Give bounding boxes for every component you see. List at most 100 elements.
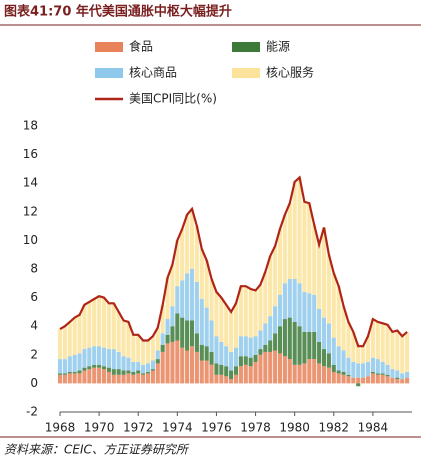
bar-segment	[101, 297, 107, 348]
bar-segment	[136, 361, 141, 371]
bar-segment	[346, 321, 351, 358]
bar-segment	[92, 346, 97, 365]
bar-segment	[302, 201, 307, 292]
bar-segment	[194, 226, 199, 282]
bar-segment	[165, 277, 170, 320]
x-tick-label: 1982	[319, 421, 350, 435]
bar-segment	[312, 331, 317, 360]
bar-segment	[199, 248, 204, 300]
bar-segment	[312, 359, 317, 384]
bar-segment	[263, 323, 268, 345]
bar-segment	[72, 317, 77, 355]
bar-segment	[57, 359, 63, 374]
bar-segment	[277, 326, 283, 354]
bar-segment	[282, 214, 287, 284]
bar-segment	[321, 227, 327, 318]
bar-segment	[297, 326, 302, 365]
bar-segment	[253, 336, 258, 355]
x-tick-label: 1968	[45, 421, 76, 435]
bar-segment	[155, 359, 160, 364]
bar-segment	[287, 279, 292, 318]
bar-segment	[331, 337, 336, 365]
legend-label: 食品	[129, 39, 153, 54]
bar-segment	[317, 341, 322, 364]
bar-segment	[312, 294, 317, 332]
bar-segment	[204, 307, 209, 347]
bar-segment	[326, 254, 331, 324]
bar-segment	[268, 340, 273, 352]
bar-segment	[160, 304, 165, 334]
bar-segment	[346, 374, 351, 377]
bar-segment	[400, 336, 405, 374]
bar-segment	[82, 367, 87, 371]
bar-segment	[380, 373, 385, 375]
y-tick-label: 18	[23, 119, 38, 133]
bar-segment	[385, 376, 390, 384]
bar-segment	[214, 374, 219, 384]
bar-segment	[253, 290, 258, 337]
bar-segment	[341, 350, 346, 372]
bar-segment	[365, 376, 371, 384]
bar-segment	[77, 314, 82, 354]
bar-segment	[141, 340, 146, 365]
bar-segment	[67, 373, 72, 384]
bar-segment	[155, 327, 160, 351]
bar-segment	[292, 321, 297, 365]
bar-segment	[175, 286, 180, 314]
bar-segment	[180, 280, 185, 318]
y-tick-label: 4	[30, 319, 38, 333]
bar-segment	[336, 346, 341, 371]
bar-segment	[233, 347, 239, 367]
legend-swatch	[95, 68, 123, 78]
bar-segment	[106, 367, 111, 372]
bar-segment	[209, 320, 214, 352]
bar-segment	[82, 304, 87, 350]
y-tick-label: 8	[30, 262, 38, 276]
bar-segment	[175, 340, 180, 384]
bar-segment	[106, 303, 111, 350]
bar-segment	[346, 376, 351, 384]
bar-segment	[116, 311, 121, 352]
bar-segment	[67, 356, 72, 372]
bar-segment	[175, 313, 180, 341]
bar-segment	[317, 244, 322, 310]
bar-segment	[160, 351, 165, 384]
bar-segment	[165, 334, 170, 344]
bar-segment	[307, 331, 312, 360]
bar-segment	[268, 316, 273, 341]
bar-segment	[302, 331, 307, 364]
bar-segment	[77, 373, 82, 384]
bar-segment	[126, 321, 131, 358]
bar-segment	[204, 360, 209, 384]
bar-segment	[229, 370, 234, 380]
bar-segment	[361, 377, 366, 384]
bar-segment	[248, 337, 253, 358]
bar-segment	[395, 377, 400, 380]
bar-segment	[273, 246, 278, 307]
bar-segment	[224, 376, 229, 384]
bar-segment	[141, 373, 146, 375]
x-tick-label: 1970	[84, 421, 115, 435]
bar-segment	[336, 373, 341, 384]
bar-segment	[150, 369, 155, 371]
bar-segment	[209, 364, 214, 384]
bar-segment	[321, 317, 327, 350]
bar-segment	[189, 320, 195, 347]
bar-segment	[82, 370, 87, 384]
bar-segment	[326, 353, 331, 368]
bar-segment	[370, 319, 375, 358]
x-tick-label: 1978	[240, 421, 271, 435]
bar-segment	[229, 351, 234, 371]
bar-segment	[165, 343, 170, 384]
bar-segment	[229, 311, 234, 352]
bar-segment	[116, 369, 121, 375]
bar-segment	[356, 377, 361, 384]
y-tick-label: 16	[23, 147, 38, 161]
bar-segment	[375, 374, 380, 384]
bar-segment	[170, 326, 175, 342]
x-tick-label: 1974	[162, 421, 193, 435]
bar-segment	[136, 334, 141, 362]
bar-segment	[268, 351, 273, 384]
bar-segment	[155, 363, 160, 384]
